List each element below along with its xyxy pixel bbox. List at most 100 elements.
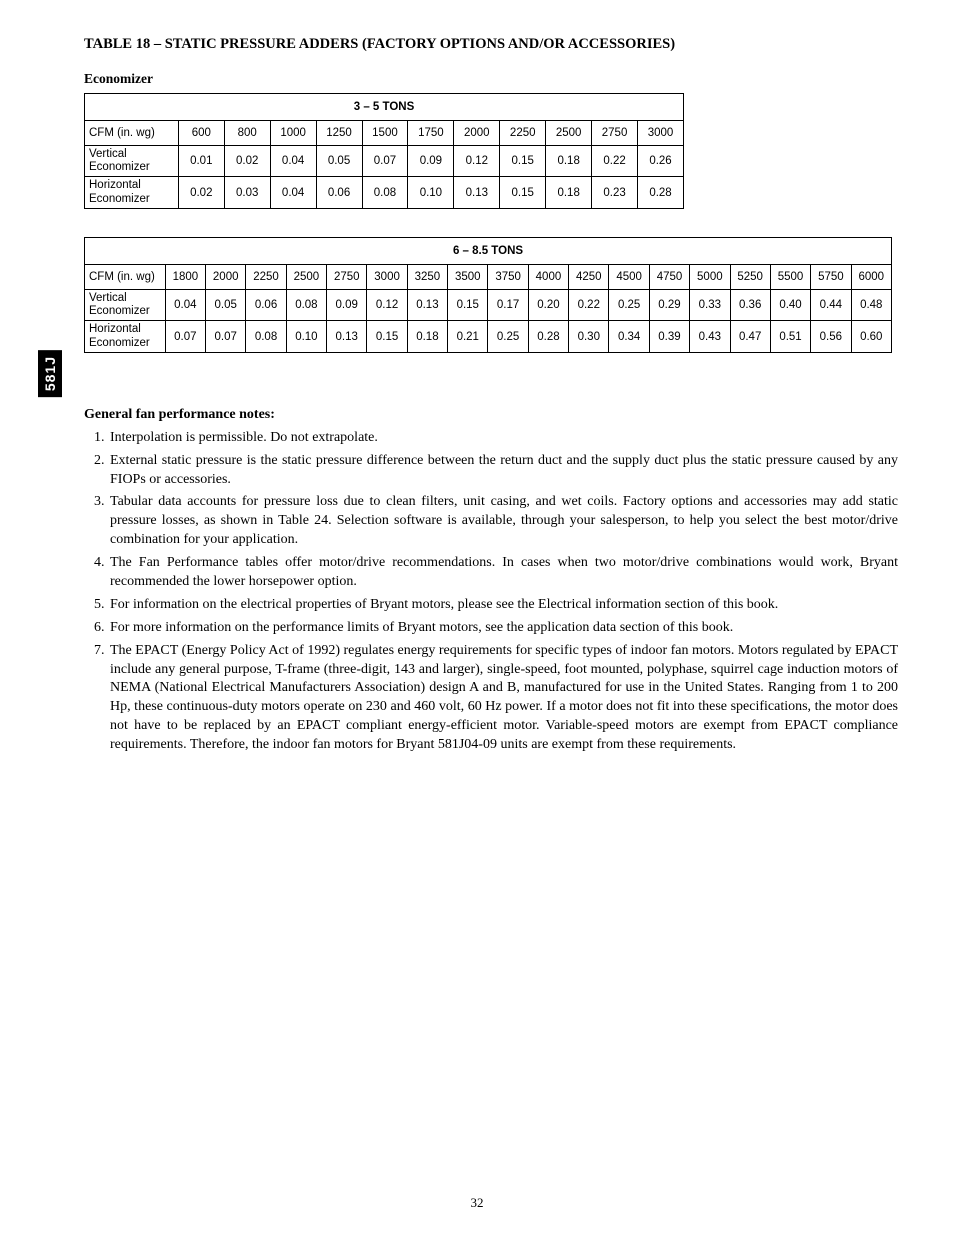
vertical-value: 0.26 xyxy=(638,146,684,177)
table1-header: 3 – 5 TONS xyxy=(85,94,684,121)
horizontal-value: 0.08 xyxy=(362,177,408,208)
table2-header: 6 – 8.5 TONS xyxy=(85,237,892,264)
vertical-value: 0.18 xyxy=(546,146,592,177)
vertical-value: 0.29 xyxy=(649,289,689,320)
cfm-value: 3750 xyxy=(488,264,528,289)
vertical-value: 0.04 xyxy=(270,146,316,177)
horizontal-value: 0.06 xyxy=(316,177,362,208)
horizontal-value: 0.07 xyxy=(206,321,246,352)
horizontal-value: 0.56 xyxy=(811,321,851,352)
horizontal-value: 0.47 xyxy=(730,321,770,352)
horizontal-value: 0.43 xyxy=(690,321,730,352)
horizontal-value: 0.28 xyxy=(638,177,684,208)
vertical-value: 0.22 xyxy=(592,146,638,177)
cfm-label: CFM (in. wg) xyxy=(85,264,166,289)
horizontal-value: 0.04 xyxy=(270,177,316,208)
cfm-value: 3250 xyxy=(407,264,447,289)
horizontal-value: 0.08 xyxy=(246,321,286,352)
vertical-value: 0.09 xyxy=(408,146,454,177)
vertical-value: 0.25 xyxy=(609,289,649,320)
cfm-value: 2250 xyxy=(500,121,546,146)
cfm-value: 4000 xyxy=(528,264,568,289)
horizontal-value: 0.23 xyxy=(592,177,638,208)
cfm-value: 1250 xyxy=(316,121,362,146)
cfm-value: 2750 xyxy=(592,121,638,146)
cfm-value: 5000 xyxy=(690,264,730,289)
vertical-value: 0.04 xyxy=(165,289,205,320)
vertical-value: 0.40 xyxy=(770,289,810,320)
vertical-value: 0.13 xyxy=(407,289,447,320)
cfm-value: 1000 xyxy=(270,121,316,146)
cfm-value: 2000 xyxy=(206,264,246,289)
side-tab: 581J xyxy=(38,350,62,397)
cfm-value: 4500 xyxy=(609,264,649,289)
cfm-value: 3000 xyxy=(367,264,407,289)
vertical-value: 0.12 xyxy=(454,146,500,177)
vertical-value: 0.01 xyxy=(178,146,224,177)
horizontal-value: 0.10 xyxy=(408,177,454,208)
cfm-value: 5250 xyxy=(730,264,770,289)
horizontal-value: 0.13 xyxy=(454,177,500,208)
vertical-value: 0.09 xyxy=(327,289,367,320)
vertical-value: 0.48 xyxy=(851,289,891,320)
note-item: The EPACT (Energy Policy Act of 1992) re… xyxy=(108,642,898,755)
horizontal-value: 0.13 xyxy=(327,321,367,352)
vertical-value: 0.36 xyxy=(730,289,770,320)
cfm-value: 600 xyxy=(178,121,224,146)
vertical-value: 0.07 xyxy=(362,146,408,177)
vertical-economizer-label: VerticalEconomizer xyxy=(85,146,179,177)
vertical-value: 0.22 xyxy=(569,289,609,320)
horizontal-value: 0.34 xyxy=(609,321,649,352)
vertical-value: 0.08 xyxy=(286,289,326,320)
cfm-value: 2500 xyxy=(546,121,592,146)
vertical-economizer-label: VerticalEconomizer xyxy=(85,289,166,320)
cfm-value: 1500 xyxy=(362,121,408,146)
cfm-value: 800 xyxy=(224,121,270,146)
vertical-value: 0.33 xyxy=(690,289,730,320)
notes-title: General fan performance notes: xyxy=(84,407,898,423)
horizontal-value: 0.07 xyxy=(165,321,205,352)
horizontal-value: 0.18 xyxy=(407,321,447,352)
note-item: For information on the electrical proper… xyxy=(108,596,898,615)
note-item: For more information on the performance … xyxy=(108,619,898,638)
vertical-value: 0.02 xyxy=(224,146,270,177)
cfm-value: 1800 xyxy=(165,264,205,289)
horizontal-value: 0.02 xyxy=(178,177,224,208)
horizontal-value: 0.21 xyxy=(448,321,488,352)
cfm-value: 6000 xyxy=(851,264,891,289)
vertical-value: 0.05 xyxy=(206,289,246,320)
horizontal-value: 0.39 xyxy=(649,321,689,352)
table-title: TABLE 18 – STATIC PRESSURE ADDERS (FACTO… xyxy=(84,36,898,53)
cfm-value: 3500 xyxy=(448,264,488,289)
economizer-subhead: Economizer xyxy=(84,71,898,87)
note-item: Tabular data accounts for pressure loss … xyxy=(108,493,898,550)
horizontal-value: 0.25 xyxy=(488,321,528,352)
vertical-value: 0.20 xyxy=(528,289,568,320)
vertical-value: 0.06 xyxy=(246,289,286,320)
horizontal-economizer-label: HorizontalEconomizer xyxy=(85,177,179,208)
horizontal-value: 0.60 xyxy=(851,321,891,352)
cfm-label: CFM (in. wg) xyxy=(85,121,179,146)
cfm-value: 2250 xyxy=(246,264,286,289)
vertical-value: 0.44 xyxy=(811,289,851,320)
horizontal-value: 0.10 xyxy=(286,321,326,352)
cfm-value: 2750 xyxy=(327,264,367,289)
cfm-value: 5500 xyxy=(770,264,810,289)
horizontal-value: 0.51 xyxy=(770,321,810,352)
page-number: 32 xyxy=(0,1195,954,1211)
vertical-value: 0.15 xyxy=(448,289,488,320)
horizontal-value: 0.15 xyxy=(500,177,546,208)
horizontal-value: 0.30 xyxy=(569,321,609,352)
cfm-value: 2000 xyxy=(454,121,500,146)
note-item: External static pressure is the static p… xyxy=(108,452,898,490)
horizontal-value: 0.18 xyxy=(546,177,592,208)
table-6-85-tons: 6 – 8.5 TONS CFM (in. wg)180020002250250… xyxy=(84,237,892,353)
cfm-value: 1750 xyxy=(408,121,454,146)
table-3-5-tons: 3 – 5 TONS CFM (in. wg)60080010001250150… xyxy=(84,93,684,209)
vertical-value: 0.15 xyxy=(500,146,546,177)
cfm-value: 4250 xyxy=(569,264,609,289)
horizontal-value: 0.28 xyxy=(528,321,568,352)
note-item: Interpolation is permissible. Do not ext… xyxy=(108,429,898,448)
horizontal-economizer-label: HorizontalEconomizer xyxy=(85,321,166,352)
vertical-value: 0.17 xyxy=(488,289,528,320)
